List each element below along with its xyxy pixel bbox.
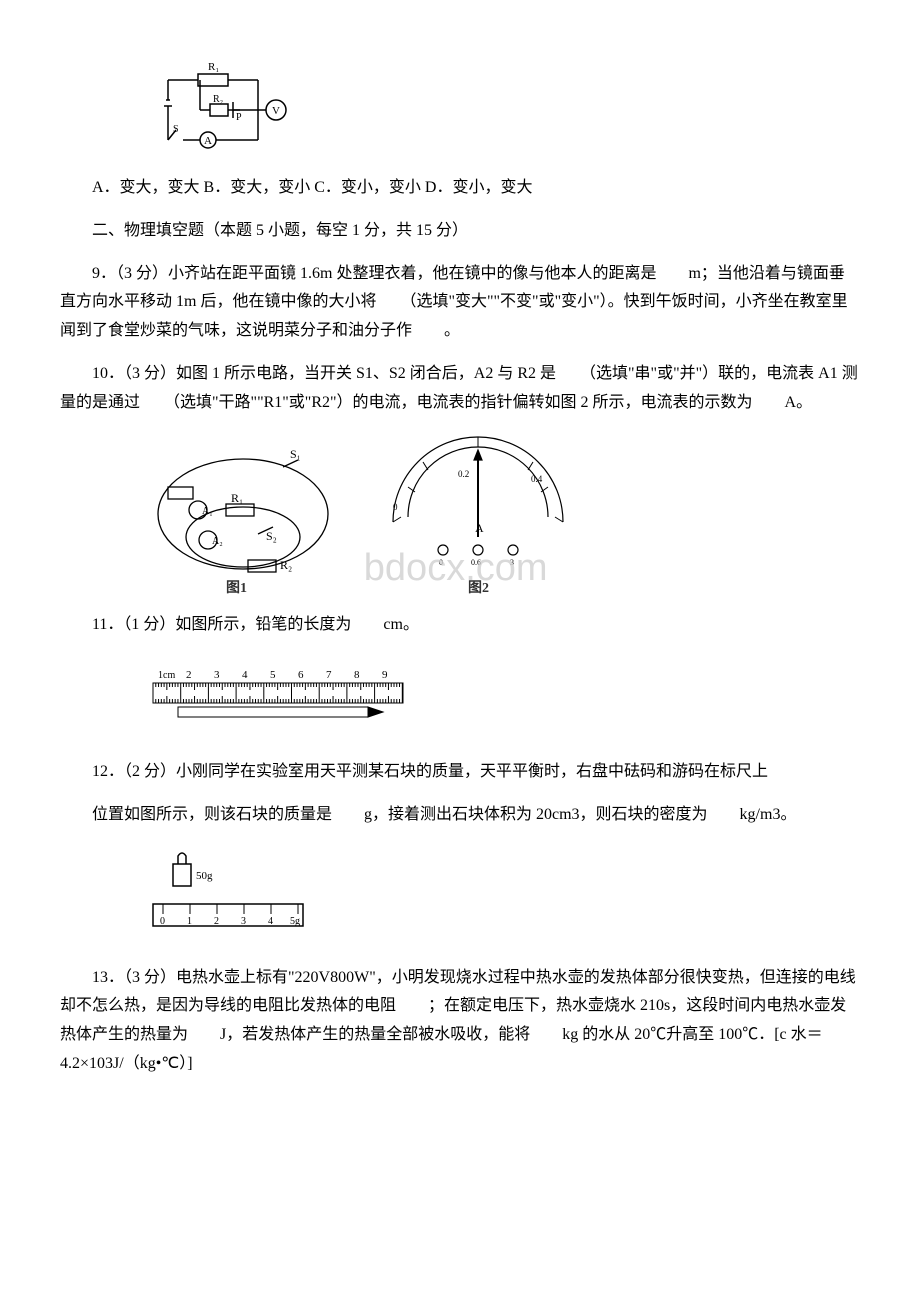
q10-circuit-svg: S₁ S₂ R₁ R₂ A₁ A₂ 图1	[148, 432, 343, 597]
sc3: 3	[241, 916, 246, 927]
r2-label: R₂	[213, 94, 223, 105]
sc0: 0	[160, 916, 165, 927]
q11-text: 11．（1 分）如图所示，铅笔的长度为 cm。	[60, 611, 860, 640]
section2-title: 二、物理填空题（本题 5 小题，每空 1 分，共 15 分）	[60, 217, 860, 246]
s2-label: S₂	[266, 529, 277, 543]
watermark: www.bdocx.com	[363, 547, 548, 589]
sc5: 5g	[290, 916, 300, 927]
sc4: 4	[268, 916, 273, 927]
a-label: A	[204, 135, 212, 147]
weight-50g: 50g	[196, 870, 213, 882]
sc1: 1	[187, 916, 192, 927]
m-tr: 0.4	[531, 474, 543, 484]
s-label: S	[173, 124, 179, 135]
r1-label2: R₁	[231, 491, 243, 505]
q8-circuit-figure: R₁ R₂ P S V A	[148, 60, 860, 160]
v-label: V	[272, 105, 280, 117]
q10-text: 10．（3 分）如图 1 所示电路，当开关 S1、S2 闭合后，A2 与 R2 …	[60, 360, 860, 418]
q9-text: 9．（3 分）小齐站在距平面镜 1.6m 处整理衣着，他在镜中的像与他本人的距离…	[60, 260, 860, 346]
rm7: 9	[382, 669, 388, 681]
rm6: 8	[354, 669, 360, 681]
r2-label2: R₂	[280, 558, 292, 572]
q12-text-b: 位置如图所示，则该石块的质量是 g，接着测出石块体积为 20cm3，则石块的密度…	[60, 801, 860, 830]
r1-label: R₁	[208, 61, 219, 73]
rm1: 3	[214, 669, 220, 681]
s1-label: S₁	[290, 447, 301, 461]
q10-figures: S₁ S₂ R₁ R₂ A₁ A₂ 图1	[148, 432, 860, 597]
rm3: 5	[270, 669, 276, 681]
meter-a: A	[475, 521, 484, 535]
ruler-unit: 1cm	[158, 670, 175, 681]
m-tm: 0.2	[458, 469, 469, 479]
a2-label: A₂	[212, 536, 223, 547]
rm0: 2	[186, 669, 192, 681]
q11-ruler-figure: 1cm 2 3 4 5 6 7 8 9	[148, 653, 860, 744]
rm4: 6	[298, 669, 304, 681]
p-label: P	[236, 112, 242, 123]
q12-weight-svg: 50g 0 1 2 3 4 5g	[148, 844, 308, 939]
q8-options: A．变大，变大 B．变大，变小 C．变小，变小 D．变小，变大	[60, 174, 860, 203]
q13-text: 13．（3 分）电热水壶上标有"220V800W"，小明发现烧水过程中热水壶的发…	[60, 964, 860, 1079]
fig1-label: 图1	[226, 580, 247, 596]
sc2: 2	[214, 916, 219, 927]
q10-meter-svg: A 0 0.2 0.4 0 0.6 3 图2 www.bdocx.com	[363, 432, 598, 597]
rm5: 7	[326, 669, 332, 681]
q12-text-a: 12．（2 分）小刚同学在实验室用天平测某石块的质量，天平平衡时，右盘中砝码和游…	[60, 758, 860, 787]
m-tl: 0	[393, 502, 398, 512]
rm2: 4	[242, 669, 248, 681]
q12-weight-figure: 50g 0 1 2 3 4 5g	[148, 844, 860, 950]
q11-ruler-svg: 1cm 2 3 4 5 6 7 8 9	[148, 653, 408, 733]
a1-label: A₁	[202, 506, 213, 517]
q8-circuit-svg: R₁ R₂ P S V A	[148, 60, 298, 160]
